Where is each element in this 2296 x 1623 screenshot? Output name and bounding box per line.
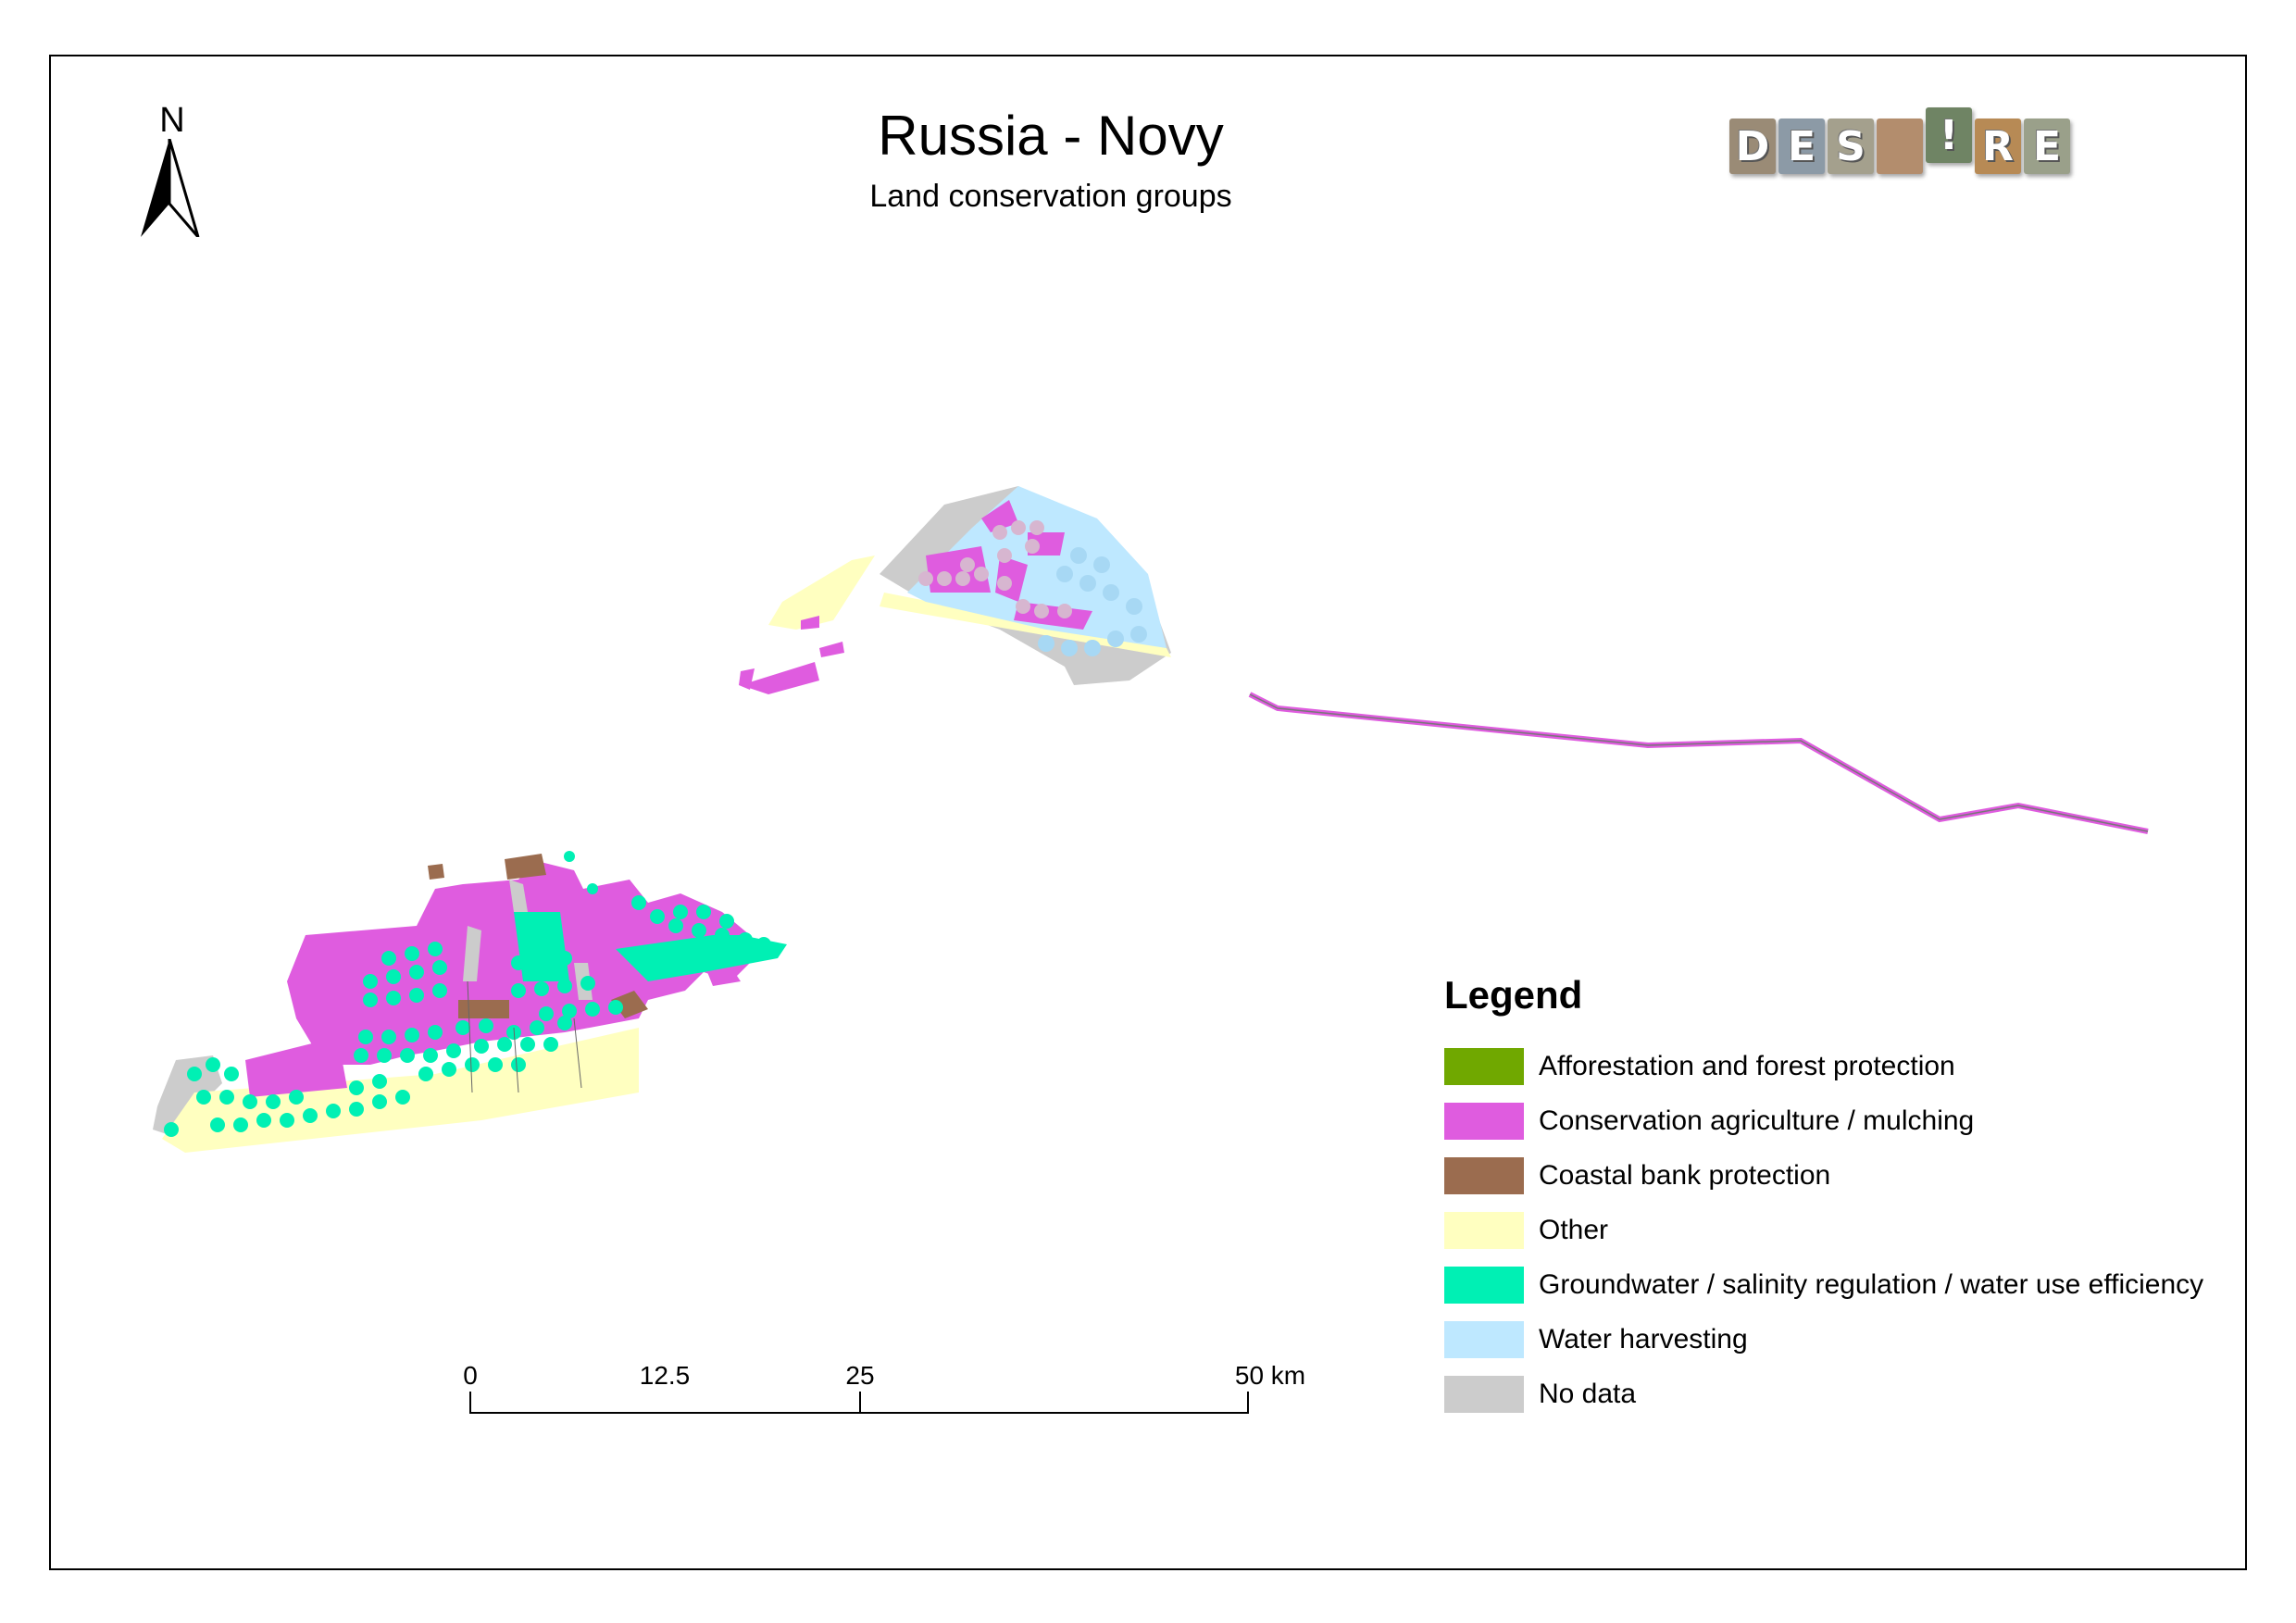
conservation-zone <box>819 642 844 657</box>
conservation-zone <box>1014 602 1092 630</box>
legend-item-groundwater: Groundwater / salinity regulation / wate… <box>1444 1257 2203 1312</box>
legend-label: Afforestation and forest protection <box>1539 1050 1955 1081</box>
legend-swatch <box>1444 1375 1524 1413</box>
legend-swatch <box>1444 1102 1524 1140</box>
legend-item-no-data: No data <box>1444 1367 2203 1421</box>
logo-tile: S <box>1828 119 1874 174</box>
map-title: Russia - Novy <box>878 105 1224 167</box>
circles-group <box>164 851 771 1137</box>
other-strip <box>880 593 1171 657</box>
scale-label: 0 <box>463 1361 478 1390</box>
map-frame <box>49 55 2247 1570</box>
map-subtitle: Land conservation groups <box>869 179 1232 214</box>
parcel-boundaries <box>467 980 582 1093</box>
legend-item-coastal: Coastal bank protection <box>1444 1148 2203 1203</box>
legend-swatch <box>1444 1047 1524 1085</box>
conservation-zone <box>741 662 819 694</box>
coastal-zone <box>428 864 444 880</box>
logo-tile: E <box>1778 119 1825 174</box>
legend-swatch <box>1444 1156 1524 1194</box>
conservation-line-edge <box>1249 693 2149 832</box>
legend-item-water-harvesting: Water harvesting <box>1444 1312 2203 1367</box>
circles-group <box>1038 547 1147 656</box>
conservation-zone <box>739 668 755 690</box>
legend-swatch <box>1444 1320 1524 1358</box>
coastal-zone <box>458 1000 509 1018</box>
legend-label: No data <box>1539 1378 1637 1409</box>
legend-label: Water harvesting <box>1539 1323 1748 1355</box>
legend-item-conservation: Conservation agriculture / mulching <box>1444 1093 2203 1148</box>
logo-tile: R <box>1975 119 2021 174</box>
logo-tile: ! <box>1926 107 1972 163</box>
legend-label: Other <box>1539 1214 1609 1245</box>
no-data-strip <box>463 926 481 981</box>
water-harvesting-zone <box>907 486 1167 648</box>
northern-area <box>739 486 1171 694</box>
legend-item-other: Other <box>1444 1203 2203 1257</box>
logo-tile: E <box>2024 119 2070 174</box>
conservation-zone <box>801 616 819 630</box>
other-strip <box>768 556 875 630</box>
scale-label: 25 <box>845 1361 875 1390</box>
legend-swatch <box>1444 1266 1524 1304</box>
no-data-zone <box>153 1055 222 1134</box>
logo-tile-photo <box>1877 119 1923 174</box>
scale-label: 12.5 <box>639 1361 691 1390</box>
legend: Legend Afforestation and forest protecti… <box>1444 972 2203 1421</box>
legend-title: Legend <box>1444 973 1583 1017</box>
north-arrow-icon <box>141 139 200 237</box>
southwestern-area <box>153 851 787 1153</box>
no-data-strip <box>509 880 528 912</box>
coastal-zone <box>505 854 546 880</box>
legend-item-afforestation: Afforestation and forest protection <box>1444 1039 2203 1093</box>
north-label: N <box>159 101 185 140</box>
groundwater-zone <box>514 912 569 981</box>
conservation-zone <box>981 500 1018 532</box>
conservation-line <box>1248 692 2149 834</box>
legend-swatch <box>1444 1211 1524 1249</box>
desire-logo: D E S ! R E <box>1729 107 2070 180</box>
legend-label: Coastal bank protection <box>1539 1159 1831 1191</box>
scale-label: 50 km <box>1234 1361 1306 1390</box>
circles-group <box>918 520 1072 618</box>
legend-label: Conservation agriculture / mulching <box>1539 1105 1975 1136</box>
legend-label: Groundwater / salinity regulation / wate… <box>1539 1268 2204 1300</box>
logo-tile: D <box>1729 119 1776 174</box>
conservation-zone <box>245 1037 347 1097</box>
